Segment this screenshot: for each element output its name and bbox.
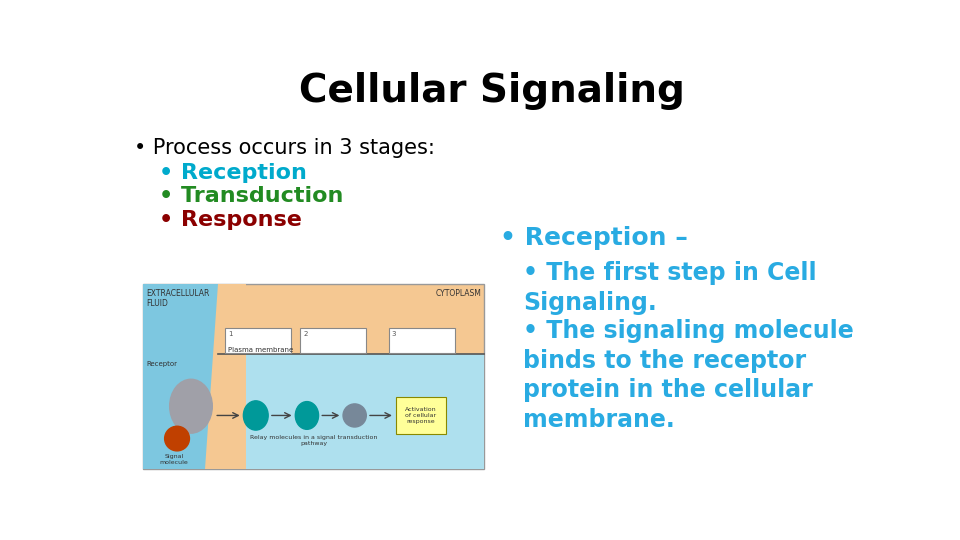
FancyBboxPatch shape <box>143 284 484 469</box>
FancyBboxPatch shape <box>218 354 484 469</box>
Text: Activation
of cellular
response: Activation of cellular response <box>405 407 437 424</box>
Text: Plasma membrane: Plasma membrane <box>228 347 294 353</box>
Text: Receptor: Receptor <box>146 361 178 367</box>
Text: • Reception –: • Reception – <box>500 226 687 251</box>
Text: • Process occurs in 3 stages:: • Process occurs in 3 stages: <box>134 138 435 158</box>
Text: 3: 3 <box>392 332 396 338</box>
Text: CYTOPLASM: CYTOPLASM <box>435 289 481 298</box>
Text: 2: 2 <box>303 332 307 338</box>
Text: Signal
molecule: Signal molecule <box>159 454 188 465</box>
Text: • Reception: • Reception <box>158 164 306 184</box>
FancyBboxPatch shape <box>300 328 366 353</box>
Text: Cellular Signaling: Cellular Signaling <box>300 72 684 111</box>
Ellipse shape <box>170 379 212 433</box>
FancyBboxPatch shape <box>396 397 446 434</box>
FancyBboxPatch shape <box>225 328 291 353</box>
Text: EXTRACELLULAR
FLUID: EXTRACELLULAR FLUID <box>146 289 209 308</box>
Ellipse shape <box>244 401 268 430</box>
Ellipse shape <box>296 402 319 429</box>
FancyBboxPatch shape <box>143 284 246 469</box>
Text: Relay molecules in a signal transduction
pathway: Relay molecules in a signal transduction… <box>250 435 377 446</box>
Text: • Response: • Response <box>158 210 301 230</box>
FancyBboxPatch shape <box>389 328 455 353</box>
Text: • Transduction: • Transduction <box>158 186 343 206</box>
Text: • The signaling molecule
binds to the receptor
protein in the cellular
membrane.: • The signaling molecule binds to the re… <box>523 319 853 432</box>
Text: • The first step in Cell
Signaling.: • The first step in Cell Signaling. <box>523 261 817 315</box>
Circle shape <box>165 426 189 451</box>
Polygon shape <box>204 284 246 469</box>
Ellipse shape <box>343 404 367 427</box>
Text: 1: 1 <box>228 332 232 338</box>
